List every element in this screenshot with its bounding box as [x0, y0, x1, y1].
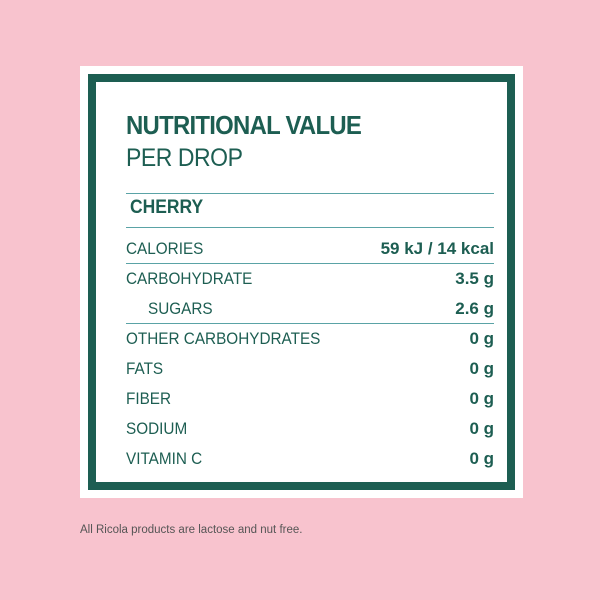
divider [126, 193, 494, 194]
nutrient-value: 0 g [469, 389, 494, 408]
nutrition-panel: NUTRITIONAL VALUE PER DROP CHERRY CALORI… [80, 66, 523, 498]
nutrient-label: SODIUM [126, 419, 188, 438]
table-row: CALORIES 59 kJ / 14 kcal [126, 234, 494, 264]
table-row: FIBER 0 g [126, 384, 494, 414]
table-row: VITAMIN C 0 g [126, 444, 494, 474]
nutrient-value: 0 g [469, 359, 494, 378]
nutrient-value: 2.6 g [455, 299, 494, 318]
nutrient-value: 0 g [469, 419, 494, 438]
nutrient-label: FATS [126, 359, 164, 378]
nutrition-table: CALORIES 59 kJ / 14 kcal CARBOHYDRATE 3.5 g… [126, 234, 494, 474]
subtitle: PER DROP [126, 144, 243, 172]
nutrient-label: FIBER [126, 389, 172, 408]
nutrient-value: 59 kJ / 14 kcal [380, 239, 494, 258]
flavor: CHERRY [130, 197, 204, 218]
table-row: CARBOHYDRATE 3.5 g [126, 264, 494, 294]
nutrient-value: 0 g [469, 449, 494, 468]
nutrient-label: VITAMIN C [126, 449, 203, 468]
nutrient-label: CALORIES [126, 239, 204, 258]
nutrient-label: CARBOHYDRATE [126, 269, 253, 288]
footnote: All Ricola products are lactose and nut … [80, 524, 303, 536]
nutrient-label: SUGARS [148, 299, 213, 318]
nutrient-label: OTHER CARBOHYDRATES [126, 329, 321, 348]
title: NUTRITIONAL VALUE [126, 110, 362, 140]
table-row: OTHER CARBOHYDRATES 0 g [126, 324, 494, 354]
nutrient-value: 0 g [469, 329, 494, 348]
nutrient-value: 3.5 g [455, 269, 494, 288]
table-row: SUGARS 2.6 g [126, 294, 494, 324]
frame: NUTRITIONAL VALUE PER DROP CHERRY CALORI… [88, 74, 515, 490]
table-row: FATS 0 g [126, 354, 494, 384]
divider [126, 227, 494, 228]
table-row: SODIUM 0 g [126, 414, 494, 444]
